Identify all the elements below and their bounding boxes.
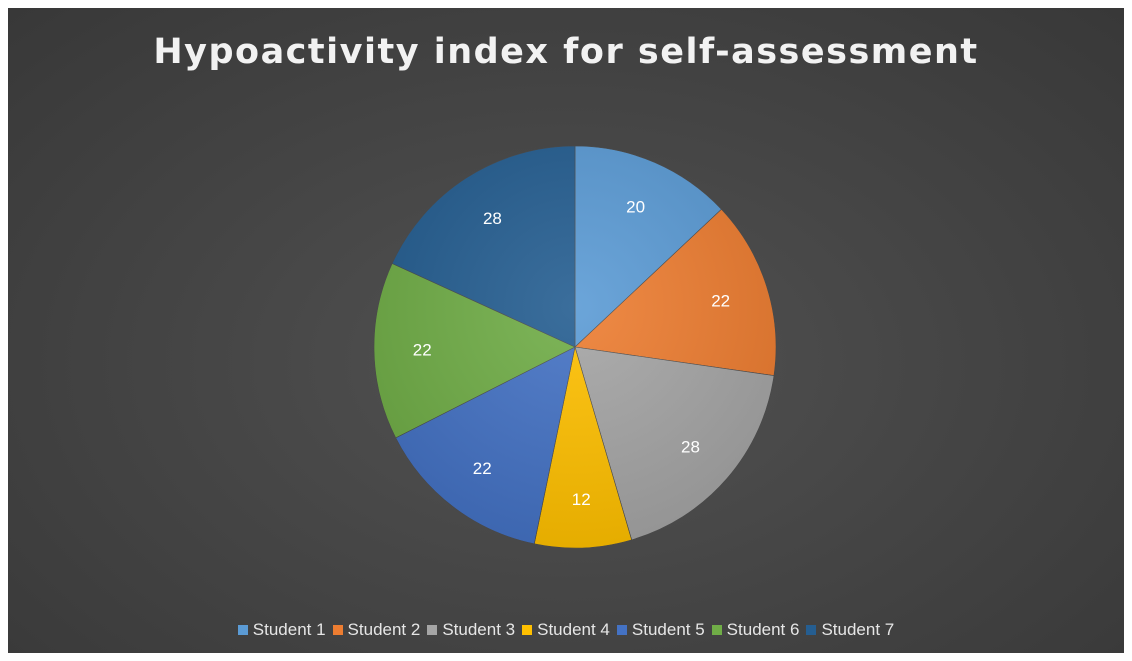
data-label-6: 22 xyxy=(413,341,432,360)
legend-swatch-7 xyxy=(806,625,817,635)
pie-sheen xyxy=(374,146,776,548)
legend-entry-2: Student 2 xyxy=(332,620,421,640)
legend-swatch-3 xyxy=(427,625,438,635)
data-label-2: 22 xyxy=(711,291,730,310)
data-label-5: 22 xyxy=(473,459,492,478)
chart-area: Hypoactivity index for self-assessment 2… xyxy=(8,8,1124,653)
legend-entry-7: Student 7 xyxy=(806,620,894,640)
data-label-3: 28 xyxy=(681,438,700,457)
legend-swatch-4 xyxy=(522,625,533,635)
chart-legend: Student 1 Student 2 Student 3 Student 4 Stud… xyxy=(8,620,1124,640)
legend-swatch-5 xyxy=(616,625,627,635)
legend-swatch-1 xyxy=(237,625,248,635)
legend-entry-1: Student 1 xyxy=(237,620,326,640)
legend-entry-4: Student 4 xyxy=(522,620,610,640)
legend-label-7: Student 7 xyxy=(821,620,895,639)
data-label-1: 20 xyxy=(626,197,645,216)
legend-label-2: Student 2 xyxy=(347,620,421,639)
pie-slices xyxy=(373,145,777,549)
data-label-4: 12 xyxy=(572,490,591,509)
legend-label-1: Student 1 xyxy=(252,620,326,639)
legend-swatch-6 xyxy=(711,625,722,635)
legend-label-6: Student 6 xyxy=(726,620,800,639)
legend-label-4: Student 4 xyxy=(537,620,610,639)
pie-chart: 20 22 28 12 22 22 28 xyxy=(373,145,777,549)
chart-title: Hypoactivity index for self-assessment xyxy=(153,32,979,72)
legend-label-5: Student 5 xyxy=(631,620,705,639)
data-label-7: 28 xyxy=(483,209,502,228)
legend-entry-3: Student 3 xyxy=(427,620,515,640)
legend-label-3: Student 3 xyxy=(442,620,516,639)
pie-data-labels: 20 22 28 12 22 22 28 xyxy=(413,197,730,509)
legend-entry-6: Student 6 xyxy=(711,620,800,640)
legend-entry-5: Student 5 xyxy=(616,620,705,640)
legend-swatch-2 xyxy=(332,625,343,635)
